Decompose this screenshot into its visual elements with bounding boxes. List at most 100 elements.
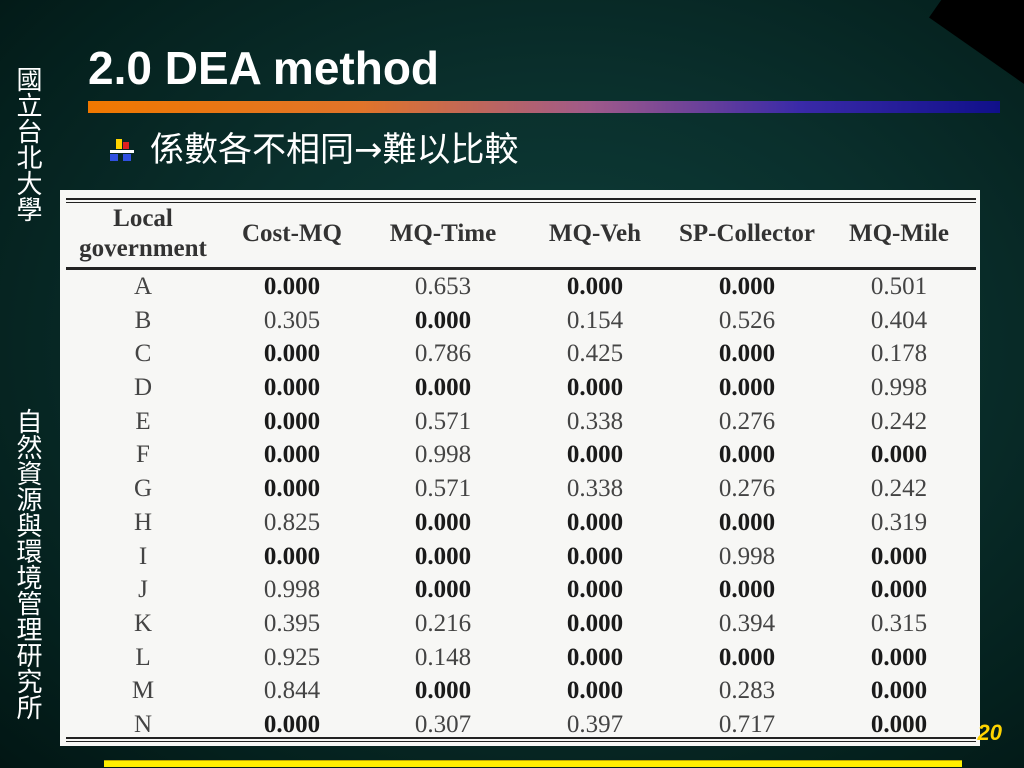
table-row: M 0.844 0.000 0.000 0.283 0.000 [60,674,980,708]
row-label: I [138,542,148,570]
table-cell: 0.000 [870,576,928,604]
table-cell: 0.000 [414,374,472,402]
bullet-text: 係數各不相同→難以比較 [150,130,519,170]
table-top-rule-thin [66,202,976,203]
table-cell: 0.000 [263,542,321,570]
table-cell: 0.998 [263,576,321,604]
row-label: J [138,576,148,604]
table-cell: 0.425 [566,340,624,368]
table-cell: 0.338 [566,407,624,435]
table-cell: 0.000 [718,441,776,469]
table-cell: 0.653 [414,273,472,300]
table-cell: 0.000 [263,374,321,402]
table-cell: 0.526 [718,306,776,334]
table-row: F 0.000 0.998 0.000 0.000 0.000 [60,438,980,472]
row-label: A [133,273,153,300]
table-cell: 0.338 [566,475,624,503]
table-cell: 0.216 [414,609,472,637]
table-cell: 0.571 [414,475,472,503]
row-label: B [134,306,152,334]
bullet-icon [110,139,134,161]
table-bottom-rule [66,737,976,739]
table-cell: 0.395 [263,609,321,637]
table-cell: 0.404 [870,306,928,334]
table-cell: 0.000 [414,576,472,604]
table-cell: 0.000 [718,508,776,536]
table-cell: 0.000 [718,643,776,671]
table-cell: 0.000 [566,643,624,671]
slide-title: 2.0 DEA method [88,42,440,94]
table-cell: 0.276 [718,475,776,503]
table-cell: 0.394 [718,609,776,637]
column-header-local-government: Local government [79,205,207,262]
table-cell: 0.998 [718,542,776,570]
university-name: 國立台北大學 [12,66,42,222]
table-row: G 0.000 0.571 0.338 0.276 0.242 [60,472,980,506]
table-cell: 0.000 [718,576,776,604]
row-label: M [131,677,155,705]
table-row: L 0.925 0.148 0.000 0.000 0.000 [60,641,980,675]
table-top-rule [66,198,976,200]
row-label: F [136,441,150,469]
table-cell: 0.307 [414,710,472,738]
row-label: L [135,643,151,671]
table-cell: 0.000 [566,374,624,402]
table-cell: 0.000 [566,677,624,705]
table-cell: 0.000 [263,475,321,503]
table-cell: 0.000 [263,407,321,435]
table-cell: 0.000 [414,306,472,334]
table-cell: 0.305 [263,306,321,334]
table-cell: 0.242 [870,407,928,435]
results-table: Local government Cost-MQ MQ-Time MQ-Veh … [60,190,980,746]
table-cell: 0.998 [870,374,928,402]
table-cell: 0.998 [414,441,472,469]
table-cell: 0.000 [870,441,928,469]
column-header-mq-mile: MQ-Mile [849,220,949,247]
table-cell: 0.000 [718,340,776,368]
table-cell: 0.000 [718,273,776,300]
table-cell: 0.242 [870,475,928,503]
table-bottom-rule-thin [66,741,976,742]
row-label: C [134,340,152,368]
institute-name: 自然資源與環境管理研究所 [12,408,42,720]
table-cell: 0.000 [566,273,624,300]
table-cell: 0.000 [870,542,928,570]
column-header-mq-veh: MQ-Veh [548,220,642,247]
table-row: H 0.825 0.000 0.000 0.000 0.319 [60,506,980,540]
table-row: A 0.000 0.653 0.000 0.000 0.501 [60,270,980,304]
table-cell: 0.283 [718,677,776,705]
table-cell: 0.000 [870,710,928,738]
column-header-cost-mq: Cost-MQ [242,220,342,247]
table-cell: 0.397 [566,710,624,738]
table-cell: 0.000 [263,340,321,368]
table-cell: 0.717 [718,710,776,738]
table-cell: 0.000 [566,441,624,469]
table-cell: 0.000 [566,542,624,570]
table-cell: 0.276 [718,407,776,435]
table-cell: 0.000 [414,677,472,705]
table-row: C 0.000 0.786 0.425 0.000 0.178 [60,337,980,371]
bottom-bar [104,760,962,767]
table-cell: 0.000 [263,710,321,738]
bullet-point: 係數各不相同→難以比較 [110,128,519,172]
table-row: N 0.000 0.307 0.397 0.717 0.000 [60,708,980,742]
column-header-sp-collector: SP-Collector [678,220,816,247]
table-row: J 0.998 0.000 0.000 0.000 0.000 [60,573,980,607]
table-cell: 0.000 [870,643,928,671]
table-cell: 0.000 [414,542,472,570]
table-cell: 0.000 [566,609,624,637]
table-cell: 0.000 [566,576,624,604]
corner-decoration [929,0,1024,87]
table-cell: 0.000 [718,374,776,402]
table-row: E 0.000 0.571 0.338 0.276 0.242 [60,405,980,439]
table-cell: 0.825 [263,508,321,536]
row-label: H [133,508,153,536]
column-header-mq-time: MQ-Time [389,220,497,247]
table-cell: 0.000 [414,508,472,536]
table-cell: 0.501 [870,273,928,300]
title-underline [88,101,1000,113]
row-label: K [133,609,153,637]
table-row: D 0.000 0.000 0.000 0.000 0.998 [60,371,980,405]
row-label: N [133,710,153,738]
table-cell: 0.571 [414,407,472,435]
